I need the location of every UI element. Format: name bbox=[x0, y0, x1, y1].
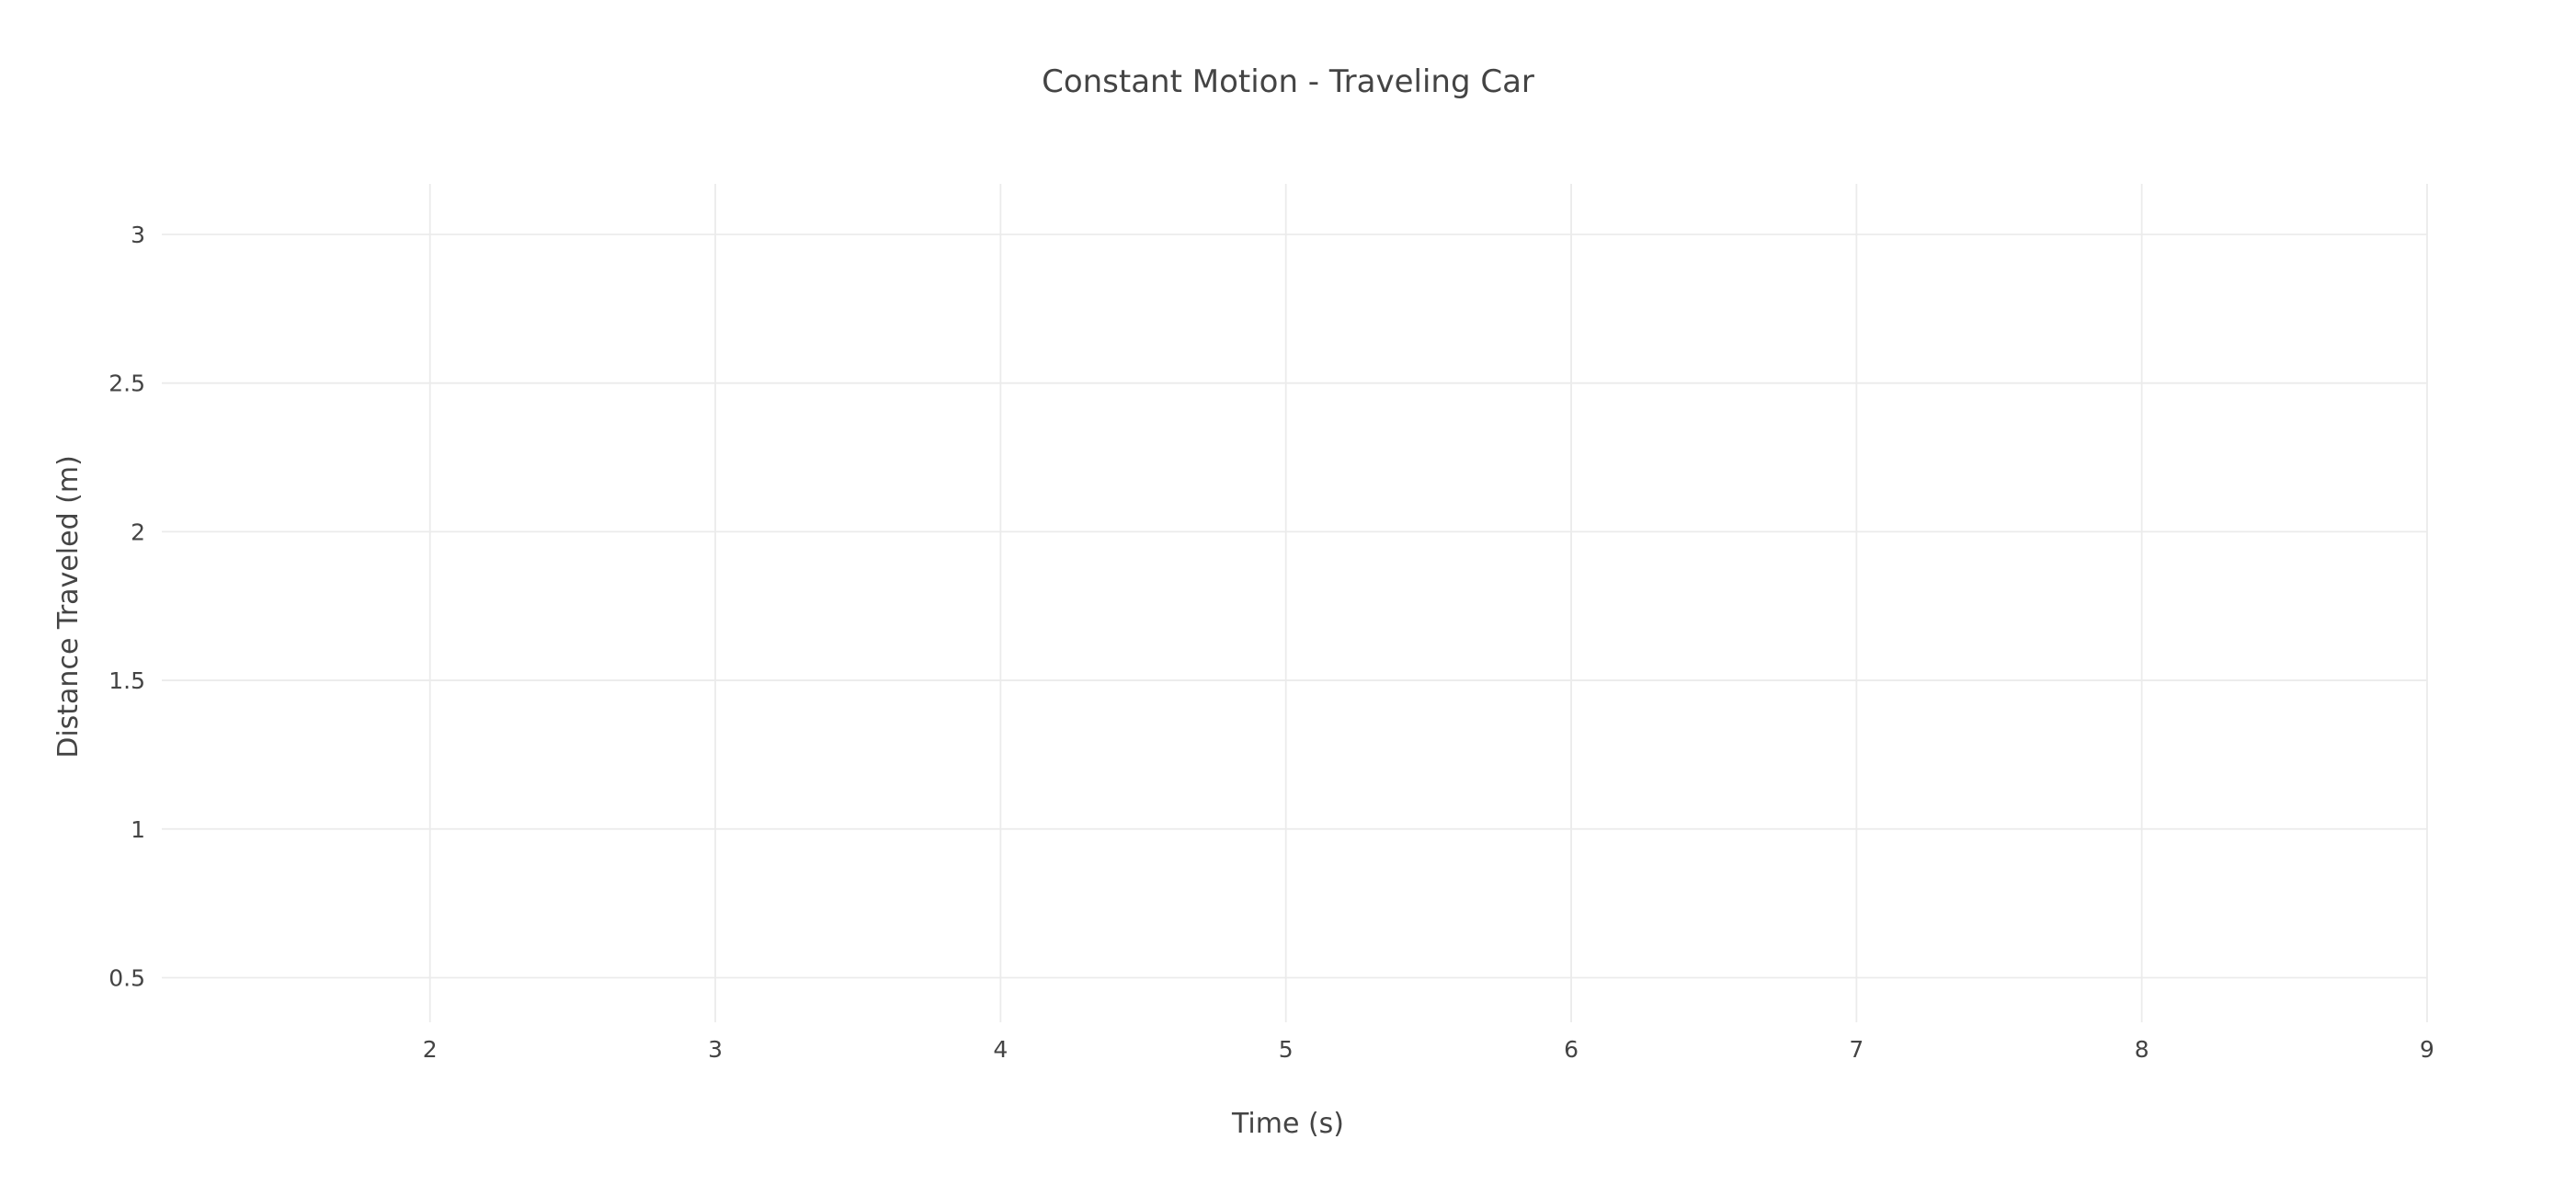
x-tick-label: 8 bbox=[2135, 1036, 2149, 1063]
y-tick-label: 2.5 bbox=[108, 370, 145, 397]
x-axis-title: Time (s) bbox=[1231, 1108, 1344, 1140]
y-tick-label: 1.5 bbox=[108, 667, 145, 694]
x-tick-label: 6 bbox=[1564, 1036, 1579, 1063]
y-gridlines bbox=[162, 234, 2427, 979]
y-tick-label: 0.5 bbox=[108, 964, 145, 991]
y-tick-labels: 0.5 1 1.5 2 2.5 3 bbox=[108, 222, 145, 992]
x-tick-labels: 2 3 4 5 6 7 8 9 bbox=[423, 1036, 2434, 1063]
x-tick-label: 4 bbox=[993, 1036, 1008, 1063]
x-tick-label: 2 bbox=[423, 1036, 438, 1063]
y-tick-label: 2 bbox=[131, 518, 145, 545]
x-tick-label: 9 bbox=[2420, 1036, 2434, 1063]
x-gridlines bbox=[428, 184, 2428, 1022]
y-tick-label: 1 bbox=[131, 816, 145, 843]
y-axis-title: Distance Traveled (m) bbox=[52, 455, 85, 758]
x-tick-label: 5 bbox=[1279, 1036, 1294, 1063]
chart-title: Constant Motion - Traveling Car bbox=[1042, 63, 1534, 100]
x-tick-label: 3 bbox=[708, 1036, 723, 1063]
y-tick-label: 3 bbox=[131, 222, 145, 248]
x-tick-label: 7 bbox=[1849, 1036, 1864, 1063]
